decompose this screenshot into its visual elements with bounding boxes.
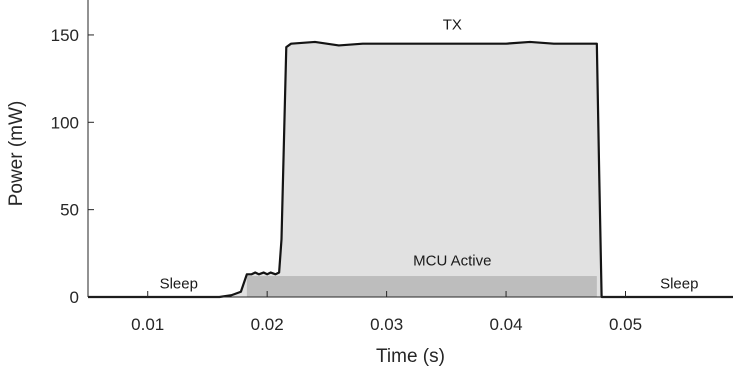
annotation-label: TX xyxy=(443,17,462,34)
y-tick-label: 150 xyxy=(51,26,79,45)
y-tick-label: 50 xyxy=(60,201,79,220)
x-tick-label: 0.01 xyxy=(131,315,164,334)
x-tick-label: 0.04 xyxy=(490,315,523,334)
y-tick-label: 0 xyxy=(70,288,79,307)
y-axis-title: Power (mW) xyxy=(6,101,27,207)
y-tick-label: 100 xyxy=(51,113,79,132)
x-tick-label: 0.03 xyxy=(370,315,403,334)
axes: 0.01 0.02 0.03 0.04 0.05 0 50 100 150 xyxy=(51,0,733,334)
tx-area xyxy=(88,41,733,297)
annotation-label: Sleep xyxy=(660,275,698,292)
plot-area xyxy=(88,40,733,299)
power-trace-line xyxy=(88,40,733,299)
annotation-label: MCU Active xyxy=(413,253,491,270)
x-tick-label: 0.05 xyxy=(609,315,642,334)
mcu-active-area xyxy=(246,276,597,297)
annotation-label: Sleep xyxy=(160,275,198,292)
annotations: TX MCU Active Sleep Sleep xyxy=(160,17,699,293)
x-tick-label: 0.02 xyxy=(251,315,284,334)
x-axis-title: Time (s) xyxy=(376,346,445,367)
